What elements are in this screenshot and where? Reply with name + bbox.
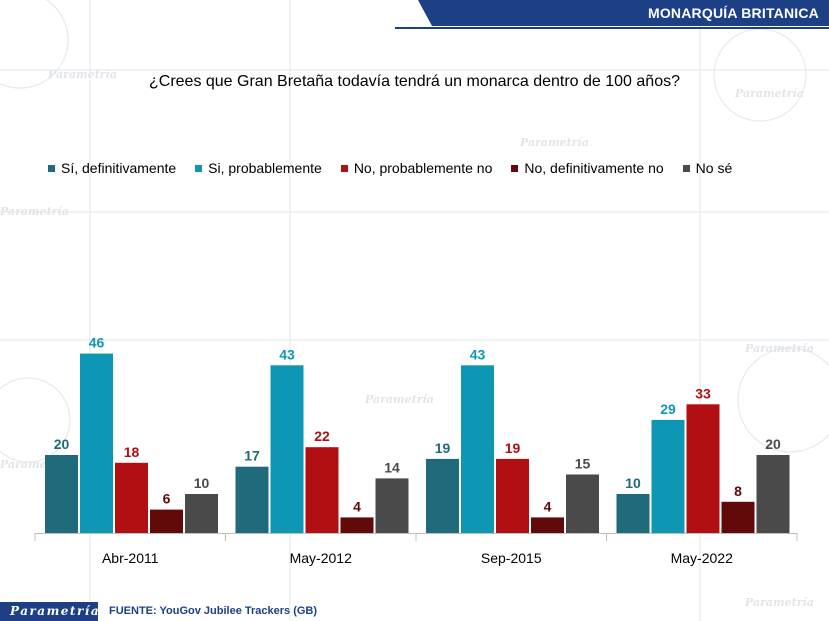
bar <box>426 458 459 533</box>
bar <box>185 494 218 533</box>
chart-title: ¿Crees que Gran Bretaña todavía tendrá u… <box>148 73 680 90</box>
bar <box>616 494 650 533</box>
legend-label: No, definitivamente no <box>524 160 664 176</box>
bar <box>340 517 374 533</box>
data-label: 10 <box>625 475 641 491</box>
data-label: 43 <box>279 346 295 362</box>
legend-swatch <box>682 164 690 172</box>
data-label: 33 <box>695 385 711 401</box>
legend-item: Sí, definitivamente <box>48 160 176 176</box>
bar <box>531 517 564 533</box>
data-label: 20 <box>54 436 70 452</box>
legend-label: Si, probablemente <box>208 160 322 176</box>
legend-label: No, probablemente no <box>353 160 493 176</box>
data-label: 22 <box>314 428 330 444</box>
legend-swatch <box>48 164 55 172</box>
x-tick-label: Abr-2011 <box>102 550 159 566</box>
data-label: 18 <box>124 444 140 460</box>
chart-legend: Sí, definitivamente Si, probablemente No… <box>48 158 732 178</box>
bar <box>305 447 339 533</box>
bar <box>235 466 269 533</box>
data-label: 29 <box>660 401 676 417</box>
bar <box>756 455 790 533</box>
bar <box>721 501 755 533</box>
legend-item: No sé <box>682 160 733 176</box>
data-label: 46 <box>89 335 105 351</box>
header-title: MONARQUÍA BRITANICA <box>647 5 819 21</box>
legend-item: No, definitivamente no <box>511 160 664 176</box>
data-label: 20 <box>765 436 781 452</box>
bar <box>375 478 409 533</box>
bar <box>270 365 304 533</box>
data-label: 43 <box>470 346 486 362</box>
data-label: 15 <box>575 456 591 472</box>
data-label: 4 <box>353 498 361 514</box>
bar <box>651 419 685 533</box>
data-label: 4 <box>544 498 552 514</box>
bar <box>115 462 148 533</box>
legend-swatch <box>511 164 519 172</box>
legend-swatch <box>340 164 348 172</box>
bar <box>45 455 78 533</box>
bar <box>566 474 599 533</box>
legend-item: No, probablemente no <box>340 160 493 176</box>
legend-item: Si, probablemente <box>195 160 322 176</box>
legend-label: Sí, definitivamente <box>61 160 177 176</box>
x-tick-label: May-2022 <box>671 550 733 566</box>
header-banner: MONARQUÍA BRITANICA <box>418 0 829 26</box>
x-tick-label: Sep-2015 <box>481 550 542 566</box>
footer-logo: Parametría <box>0 602 101 621</box>
legend-label: No sé <box>695 160 733 176</box>
bar <box>80 353 113 533</box>
data-label: 8 <box>734 483 742 499</box>
data-label: 6 <box>163 491 171 507</box>
data-label: 19 <box>435 440 451 456</box>
data-label: 19 <box>505 440 521 456</box>
data-label: 10 <box>194 475 210 491</box>
bar <box>496 458 529 533</box>
data-label: 14 <box>384 459 400 475</box>
bar <box>461 365 494 533</box>
header-underline <box>395 27 829 29</box>
footer-logo-text: Parametría <box>10 604 101 618</box>
bar <box>686 404 720 533</box>
x-tick-label: May-2012 <box>290 550 352 566</box>
legend-swatch <box>195 164 203 172</box>
bar <box>150 509 183 533</box>
data-label: 17 <box>244 448 260 464</box>
footer-source: FUENTE: YouGov Jubilee Trackers (GB) <box>109 605 318 617</box>
